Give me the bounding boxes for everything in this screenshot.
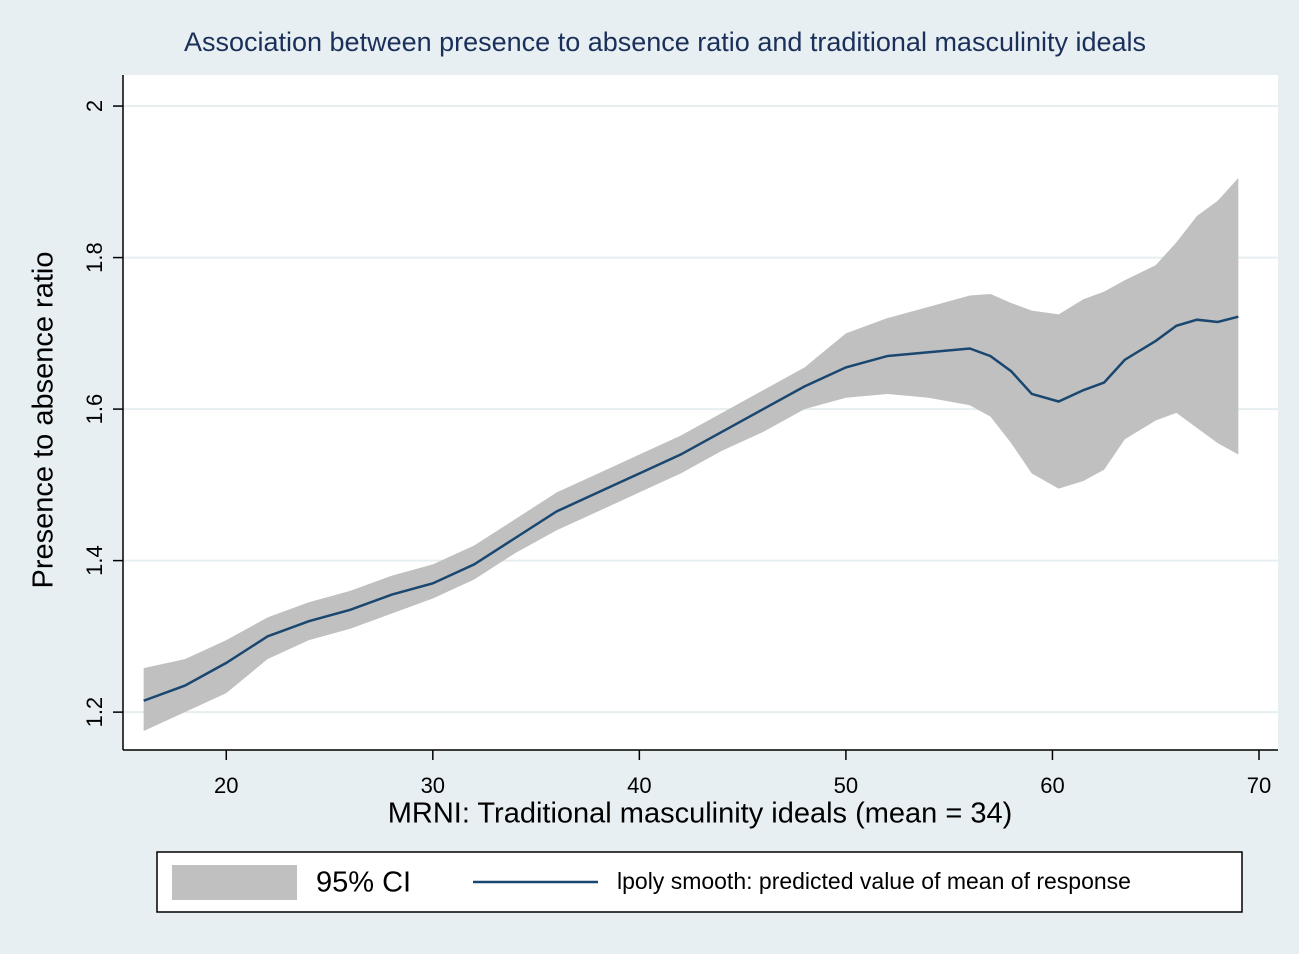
y-axis-title: Presence to absence ratio bbox=[28, 252, 60, 589]
line bbox=[143, 315, 1239, 702]
x-tick-label: 30 bbox=[421, 773, 445, 798]
x-tick-label: 60 bbox=[1040, 773, 1064, 798]
y-tick-label: 1.8 bbox=[82, 242, 107, 273]
x-axis-title: MRNI: Traditional masculinity ideals (me… bbox=[388, 798, 1013, 830]
legend-label: 95% CI bbox=[316, 867, 411, 899]
y-tick-label: 1.2 bbox=[82, 697, 107, 728]
legend-swatch bbox=[172, 865, 297, 900]
y-tick-label: 1.6 bbox=[82, 394, 107, 425]
legend bbox=[156, 851, 1243, 913]
y-tick-label: 1.4 bbox=[82, 545, 107, 576]
chart-title: Association between presence to absence … bbox=[184, 27, 1146, 57]
ci-band bbox=[143, 178, 1239, 732]
x-tick-label: 20 bbox=[214, 773, 238, 798]
x-tick-label: 50 bbox=[834, 773, 858, 798]
y-tick-label: 2 bbox=[82, 100, 107, 112]
x-tick-label: 70 bbox=[1247, 773, 1271, 798]
x-tick-label: 40 bbox=[627, 773, 651, 798]
legend-label: lpoly smooth: predicted value of mean of… bbox=[617, 868, 1131, 894]
